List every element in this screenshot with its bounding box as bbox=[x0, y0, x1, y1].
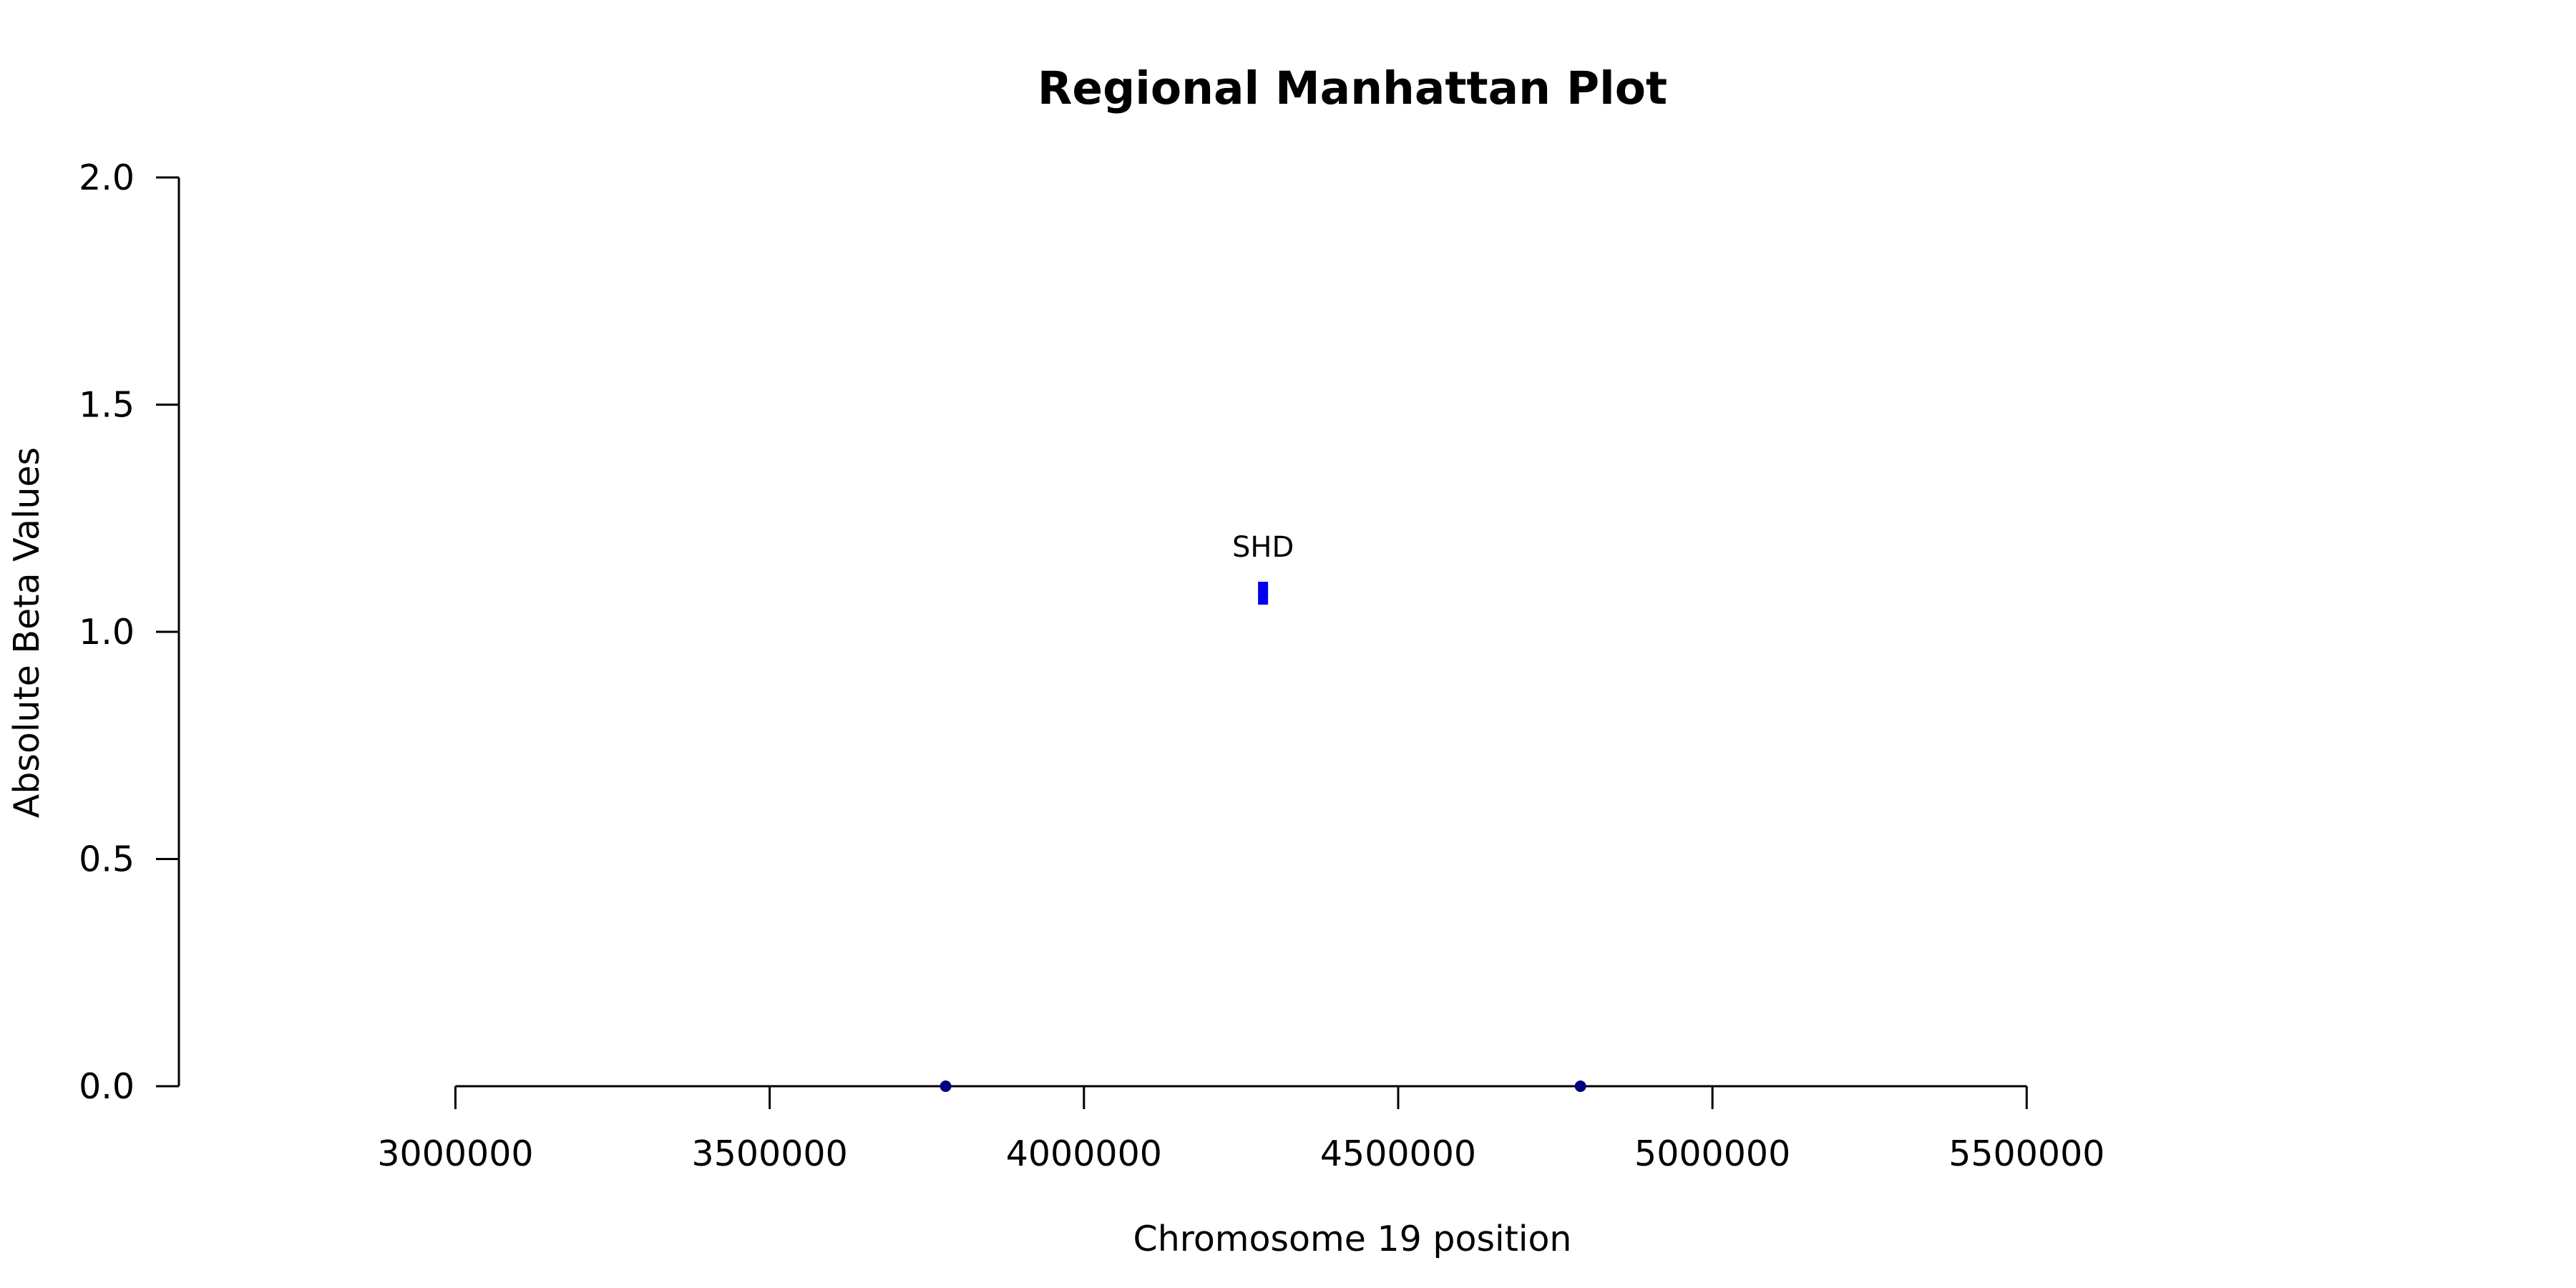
data-point bbox=[940, 1080, 952, 1092]
y-axis: 0.0 0.5 1.0 1.5 2.0 bbox=[79, 157, 180, 1107]
y-tick-label: 1.5 bbox=[79, 385, 135, 426]
x-tick-label: 4500000 bbox=[1320, 1133, 1476, 1174]
y-tick-label: 1.0 bbox=[79, 612, 135, 653]
y-tick-label: 2.0 bbox=[79, 157, 135, 198]
x-tick-label: 3000000 bbox=[377, 1133, 533, 1174]
gene-label: SHD bbox=[1232, 531, 1294, 564]
x-tick-label: 5000000 bbox=[1634, 1133, 1790, 1174]
x-axis-label: Chromosome 19 position bbox=[1133, 1219, 1571, 1259]
y-tick-label: 0.0 bbox=[79, 1066, 135, 1107]
annotations: SHD bbox=[1232, 531, 1294, 564]
data-point bbox=[1574, 1080, 1586, 1092]
chart-title: Regional Manhattan Plot bbox=[1038, 62, 1667, 114]
y-axis-label: Absolute Beta Values bbox=[6, 447, 47, 818]
y-tick-label: 0.5 bbox=[79, 839, 135, 880]
data-points bbox=[940, 582, 1586, 1092]
x-tick-label: 4000000 bbox=[1006, 1133, 1162, 1174]
x-axis: 3000000 3500000 4000000 4500000 5000000 55000… bbox=[377, 1085, 2104, 1174]
x-tick-label: 5500000 bbox=[1948, 1133, 2104, 1174]
x-tick-label: 3500000 bbox=[692, 1133, 848, 1174]
data-point bbox=[1258, 582, 1269, 605]
